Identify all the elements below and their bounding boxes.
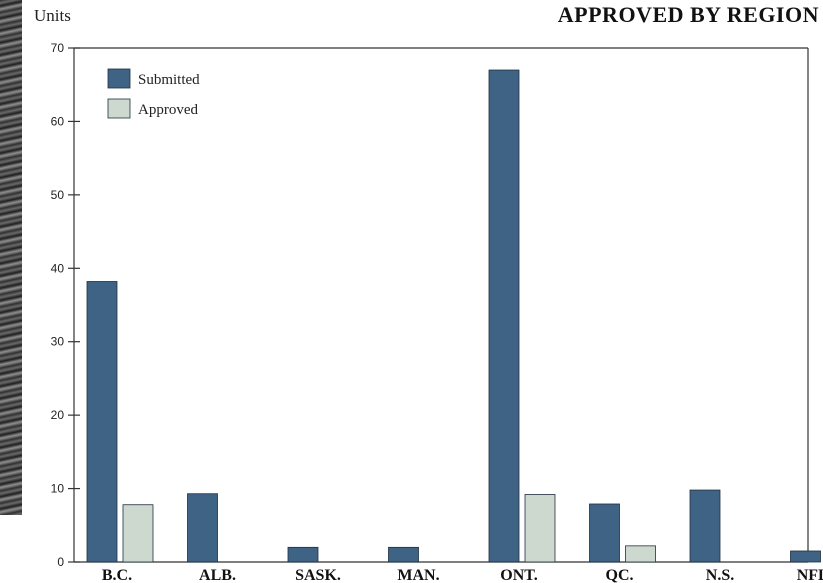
bar-submitted (790, 550, 821, 563)
y-tick-label: 10 (51, 482, 65, 496)
y-tick-label: 20 (51, 408, 65, 422)
bar-submitted (187, 493, 218, 563)
bar-approved (122, 504, 154, 563)
x-category-label: B.C. (102, 567, 132, 583)
bar-submitted (86, 281, 118, 563)
x-category-label: QC. (606, 567, 634, 583)
legend-swatch (107, 68, 131, 89)
bar-submitted (589, 503, 620, 563)
bar-submitted (488, 69, 520, 563)
x-category-label: MAN. (397, 567, 439, 583)
bar-approved (625, 545, 656, 563)
x-category-label: ALB. (199, 567, 236, 583)
legend-swatch (107, 98, 131, 119)
category-labels: B.C. ALB. SASK. MAN. ONT. QC. N.S. NFLD. (102, 567, 823, 583)
x-category-label: SASK. (295, 567, 341, 583)
x-category-label: ONT. (500, 567, 537, 583)
y-tick-label: 70 (51, 41, 65, 55)
bar-approved (524, 494, 556, 563)
plot-frame (73, 47, 809, 563)
y-tick-label: 60 (51, 114, 65, 128)
background-photo-strip (0, 0, 22, 515)
x-category-label: NFLD. (797, 567, 823, 583)
y-axis-ticks: 0 10 20 30 40 50 60 70 (51, 41, 80, 569)
y-tick-label: 30 (51, 335, 65, 349)
legend-label: Submitted (138, 72, 200, 88)
legend-label: Approved (138, 102, 198, 118)
y-tick-label: 0 (57, 555, 64, 569)
y-axis-label: Units (34, 6, 71, 25)
y-tick-label: 50 (51, 188, 65, 202)
chart-title: APPROVED BY REGION (557, 2, 819, 27)
bar-submitted (287, 546, 319, 563)
bar-submitted (689, 489, 721, 563)
x-category-label: N.S. (706, 567, 734, 583)
y-tick-label: 40 (51, 261, 65, 275)
legend: Submitted Approved (107, 68, 200, 119)
bars (86, 69, 821, 563)
bar-submitted (388, 546, 419, 563)
